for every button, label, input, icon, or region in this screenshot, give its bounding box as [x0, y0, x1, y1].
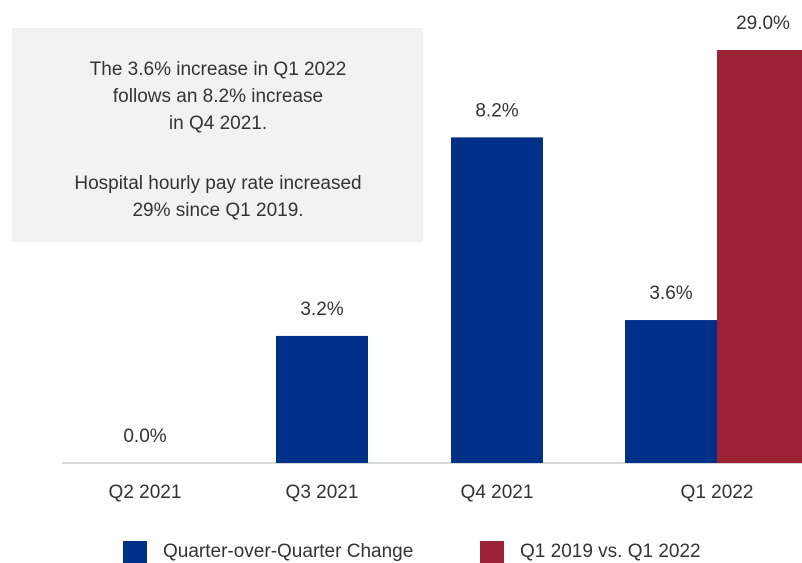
annotation-text: follows an 8.2% increase — [113, 86, 323, 107]
annotation-text: in Q4 2021. — [169, 113, 267, 134]
x-tick-label: Q1 2022 — [681, 482, 754, 503]
legend-label: Q1 2019 vs. Q1 2022 — [520, 541, 701, 562]
legend-swatch — [480, 541, 504, 563]
data-label: 29.0% — [736, 13, 790, 34]
x-tick-label: Q4 2021 — [461, 482, 534, 503]
data-label: 0.0% — [123, 426, 166, 447]
annotation-text: Hospital hourly pay rate increased — [74, 173, 361, 194]
legend-label: Quarter-over-Quarter Change — [163, 541, 413, 562]
bar — [717, 50, 802, 463]
annotation-box — [12, 28, 423, 242]
data-label: 3.2% — [300, 299, 343, 320]
annotation-text: 29% since Q1 2019. — [132, 200, 303, 221]
bar — [625, 320, 717, 463]
x-tick-label: Q3 2021 — [286, 482, 359, 503]
x-tick-label: Q2 2021 — [109, 482, 182, 503]
bar — [276, 335, 368, 463]
data-label: 8.2% — [475, 100, 518, 121]
data-label: 3.6% — [649, 283, 692, 304]
legend-swatch — [123, 541, 147, 563]
annotation-text: The 3.6% increase in Q1 2022 — [90, 59, 347, 80]
bar — [451, 137, 543, 463]
